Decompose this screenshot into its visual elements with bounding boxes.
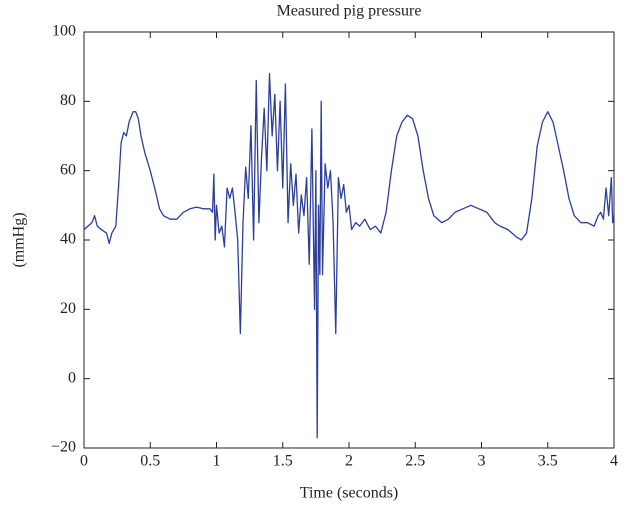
y-tick-label: 100 bbox=[52, 23, 76, 40]
plot-frame bbox=[83, 31, 615, 449]
y-tick-label: −20 bbox=[51, 439, 76, 456]
x-axis-label: Time (seconds) bbox=[300, 485, 399, 502]
x-tick-label: 2 bbox=[345, 453, 353, 470]
chart-title: Measured pig pressure bbox=[277, 3, 422, 20]
x-tick-label: 1 bbox=[213, 453, 221, 470]
y-tick-label: 80 bbox=[60, 92, 76, 109]
x-tick-label: 3.5 bbox=[538, 453, 558, 470]
data-line bbox=[83, 72, 615, 439]
y-axis-label: (mmHg) bbox=[11, 212, 28, 267]
x-tick-label: 1.5 bbox=[273, 453, 293, 470]
x-tick-label: 3 bbox=[478, 453, 486, 470]
x-tick-label: 0.5 bbox=[140, 453, 160, 470]
y-tick-label: 20 bbox=[60, 300, 76, 317]
y-tick-label: 40 bbox=[60, 231, 76, 248]
x-tick-label: 0 bbox=[80, 453, 88, 470]
y-tick-label: 0 bbox=[68, 369, 76, 386]
x-tick-label: 2.5 bbox=[405, 453, 425, 470]
y-tick-label: 60 bbox=[60, 161, 76, 178]
x-tick-label: 4 bbox=[610, 453, 618, 470]
